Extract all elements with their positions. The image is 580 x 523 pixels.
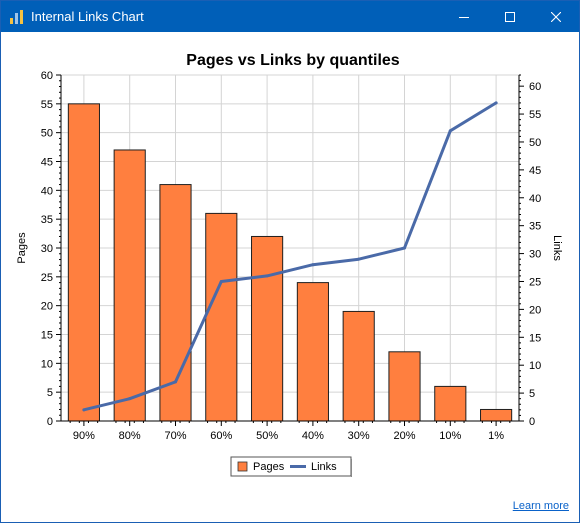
maximize-icon (505, 11, 515, 22)
links-point (265, 274, 269, 278)
legend-pages-swatch (237, 461, 248, 472)
pages-bar (205, 212, 238, 422)
legend-links-label: Links (311, 461, 337, 473)
x-tick-label: 1% (488, 430, 504, 442)
x-tick-label: 10% (439, 430, 461, 442)
y2-tick-label: 15 (529, 332, 541, 344)
title-bar[interactable]: Internal Links Chart (1, 1, 579, 32)
y2-tick-label: 5 (529, 388, 535, 400)
links-point (174, 380, 177, 384)
x-tick-label: 30% (348, 430, 370, 442)
y-tick-label: 25 (41, 272, 53, 284)
minimize-icon (459, 12, 469, 22)
bar-chart-icon (9, 9, 25, 25)
pages-bar (342, 310, 375, 422)
pages-bar (113, 149, 146, 422)
pages-bar (67, 103, 100, 422)
links-point (311, 263, 315, 267)
y2-tick-label: 45 (529, 165, 541, 177)
maximize-button[interactable] (487, 1, 533, 32)
y2-tick-label: 40 (529, 193, 541, 205)
links-point (128, 397, 132, 401)
minimize-button[interactable] (441, 1, 487, 32)
y2-tick-label: 0 (529, 416, 535, 428)
x-tick-label: 40% (302, 430, 324, 442)
y-tick-label: 10 (41, 358, 53, 370)
pages-bar (251, 235, 284, 422)
x-tick-label: 80% (119, 430, 141, 442)
x-tick-label: 60% (210, 430, 232, 442)
y-axis-label: Pages (16, 232, 28, 264)
legend: Pages Links (230, 456, 352, 477)
y2-tick-label: 20 (529, 304, 541, 316)
window-title: Internal Links Chart (31, 9, 144, 24)
y-tick-label: 35 (41, 214, 53, 226)
links-point (357, 257, 361, 261)
y2-axis-label: Links (551, 235, 563, 261)
pages-bars (67, 103, 513, 422)
links-point (82, 408, 86, 412)
y-tick-label: 20 (41, 301, 53, 313)
y2-tick-label: 10 (529, 360, 541, 372)
links-point (494, 101, 498, 105)
y-tick-label: 0 (47, 416, 53, 428)
x-tick-label: 50% (256, 430, 278, 442)
close-button[interactable] (533, 1, 579, 32)
close-icon (551, 11, 561, 22)
legend-pages-label: Pages (253, 461, 285, 473)
x-tick-label: 70% (164, 430, 186, 442)
y2-tick-label: 25 (529, 276, 541, 288)
y2-tick-label: 60 (529, 81, 541, 93)
y2-tick-label: 50 (529, 137, 541, 149)
x-tick-label: 90% (73, 430, 95, 442)
chart-title: Pages vs Links by quantiles (186, 52, 400, 69)
links-line (82, 101, 498, 412)
y-tick-label: 45 (41, 157, 53, 169)
x-tick-label: 20% (393, 430, 415, 442)
y2-tick-label: 35 (529, 221, 541, 233)
learn-more-link[interactable]: Learn more (512, 500, 569, 512)
y2-tick-label: 55 (529, 109, 541, 121)
y-tick-label: 30 (41, 243, 53, 255)
links-point (448, 129, 452, 133)
pages-bar (434, 385, 467, 422)
y-tick-label: 55 (41, 99, 53, 111)
links-series-line (82, 101, 498, 412)
links-point (219, 279, 223, 283)
pages-bar (480, 408, 513, 422)
y2-tick-label: 30 (529, 249, 541, 261)
y-tick-label: 15 (41, 330, 53, 342)
y-tick-label: 40 (41, 185, 53, 197)
y-tick-label: 50 (41, 128, 53, 140)
pages-bar (388, 351, 421, 422)
pages-bar (296, 282, 329, 422)
y-tick-label: 5 (47, 387, 53, 399)
links-point (403, 246, 406, 250)
y-tick-label: 60 (41, 70, 53, 82)
pages-links-chart: Pages vs Links by quantiles 0 5 10 15 20 25 30… (16, 52, 563, 477)
